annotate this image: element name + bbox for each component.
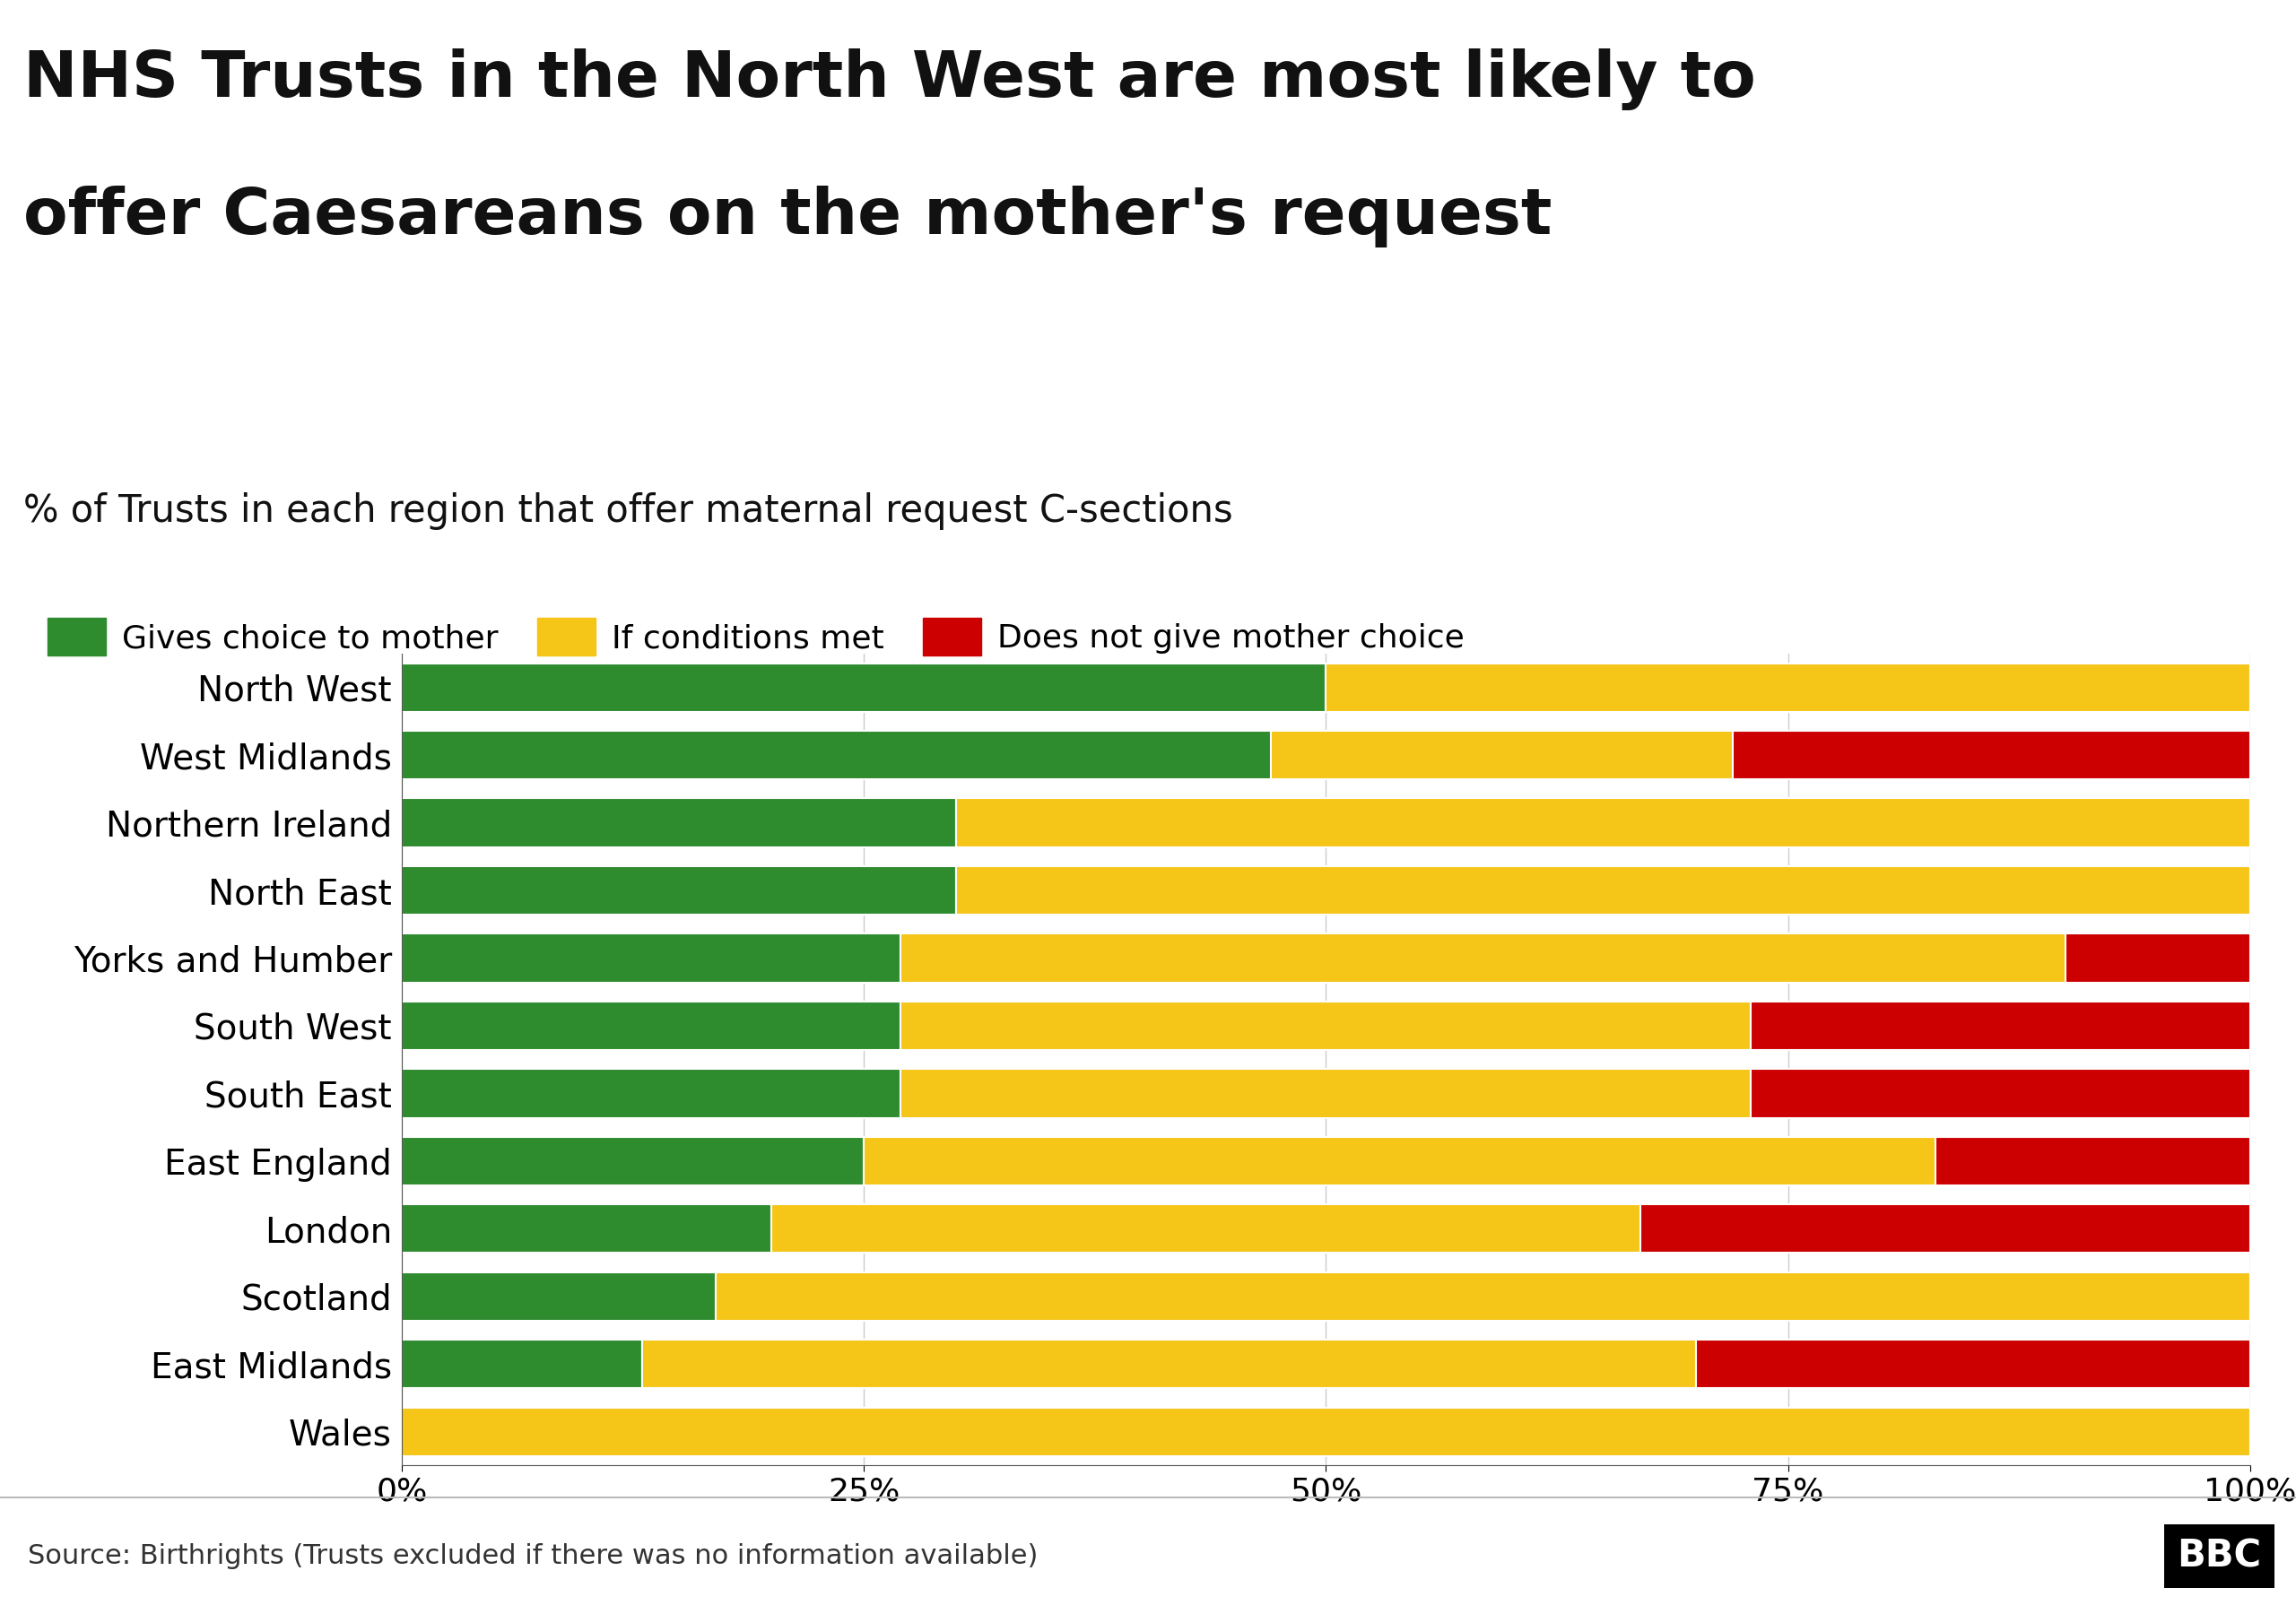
- Bar: [1752, 1068, 2250, 1119]
- Bar: [957, 867, 2250, 915]
- Bar: [863, 1136, 1936, 1185]
- Text: Source: Birthrights (Trusts excluded if there was no information available): Source: Birthrights (Trusts excluded if …: [28, 1543, 1038, 1569]
- Text: % of Trusts in each region that offer maternal request C-sections: % of Trusts in each region that offer ma…: [23, 492, 1233, 529]
- Bar: [1752, 1001, 2250, 1051]
- Text: offer Caesareans on the mother's request: offer Caesareans on the mother's request: [23, 186, 1552, 247]
- Bar: [402, 663, 1327, 712]
- Bar: [771, 1204, 1639, 1252]
- Bar: [900, 1068, 1752, 1119]
- Bar: [1733, 731, 2250, 780]
- Text: NHS Trusts in the North West are most likely to: NHS Trusts in the North West are most li…: [23, 48, 1756, 110]
- Bar: [643, 1340, 1694, 1388]
- Bar: [402, 867, 957, 915]
- Bar: [402, 1407, 2250, 1456]
- Bar: [402, 799, 957, 847]
- Bar: [1694, 1340, 2250, 1388]
- Bar: [957, 799, 2250, 847]
- Bar: [402, 1272, 716, 1320]
- Bar: [402, 1204, 771, 1252]
- Legend: Gives choice to mother, If conditions met, Does not give mother choice: Gives choice to mother, If conditions me…: [34, 605, 1476, 668]
- Bar: [900, 1001, 1752, 1051]
- Text: BBC: BBC: [2177, 1537, 2262, 1575]
- Bar: [402, 1001, 900, 1051]
- Bar: [402, 1340, 643, 1388]
- Bar: [1936, 1136, 2250, 1185]
- Bar: [402, 731, 1270, 780]
- Bar: [1639, 1204, 2250, 1252]
- Bar: [402, 935, 900, 983]
- Bar: [402, 1068, 900, 1119]
- Bar: [2066, 935, 2250, 983]
- Bar: [900, 935, 2066, 983]
- Bar: [1270, 731, 1733, 780]
- Bar: [402, 1136, 863, 1185]
- Bar: [716, 1272, 2250, 1320]
- Bar: [1327, 663, 2250, 712]
